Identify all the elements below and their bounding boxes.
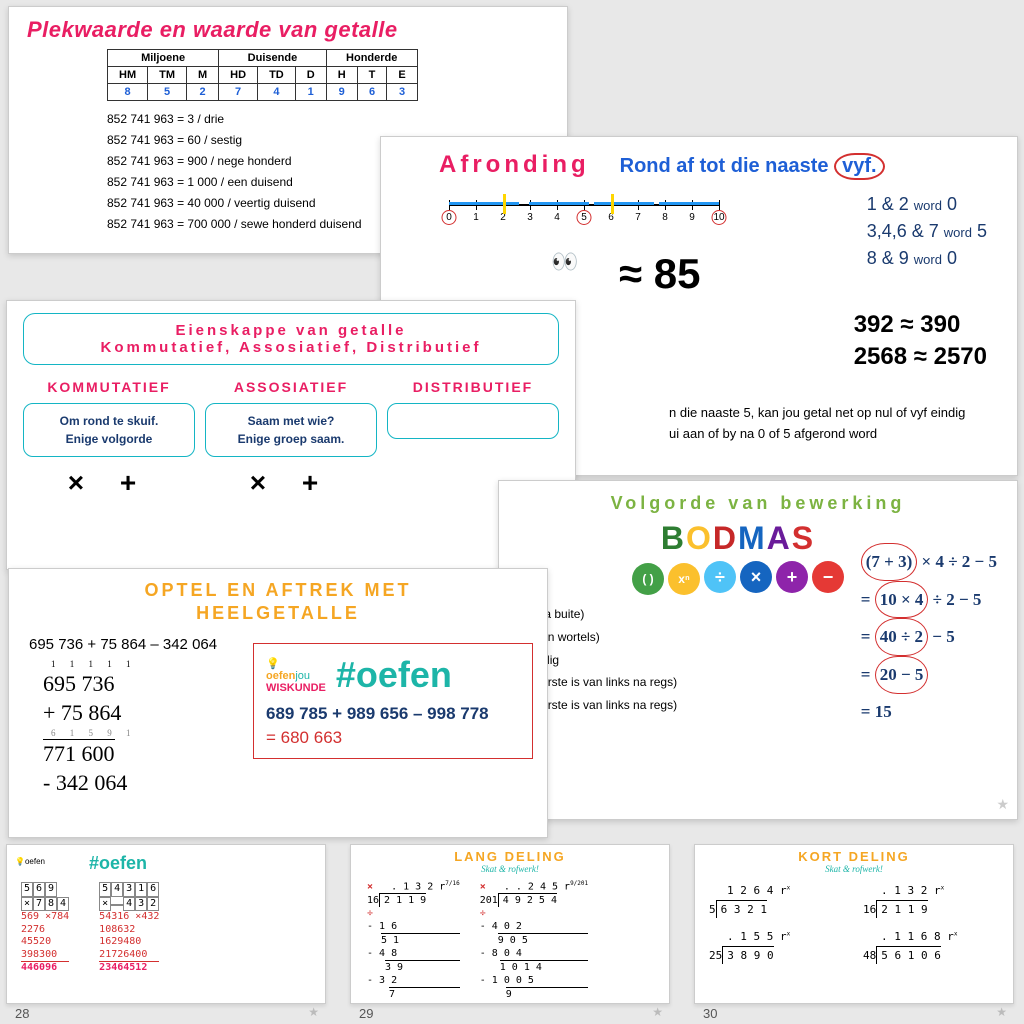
multiplication-work: 569 ×784 569 ×784 2276 45520 398300 4460…	[7, 878, 325, 979]
slide-optel-aftrek: OPTEL EN AFTREK METHEELGETALLE 695 736 +…	[8, 568, 548, 838]
page-number: 30	[703, 1006, 717, 1021]
place-value-table: MiljoeneDuisendeHonderde HMTMMHDTDDHTE 8…	[107, 49, 418, 101]
eyes-icon: 👀	[551, 249, 578, 275]
thumb-multiplication: 💡oefen #oefen 569 ×784 569 ×784 2276 455…	[6, 844, 326, 1004]
title: Volgorde van bewerking	[517, 493, 999, 514]
answer: = 680 663	[266, 728, 520, 748]
title-box: Eienskappe van getalle Kommutatief, Asso…	[23, 313, 559, 365]
star-icon: ★	[996, 796, 1009, 813]
star-icon: ★	[652, 1005, 663, 1019]
subtitle: Rond af tot die naaste vyf.	[620, 153, 885, 180]
thumb-kort-deling: KORT DELING Skat & rofwerk! 1 2 6 4 rx56…	[694, 844, 1014, 1004]
title: Plekwaarde en waarde van getalle	[27, 17, 549, 43]
rounding-rules: 1 & 2 word 03,4,6 & 7 word 58 & 9 word 0	[867, 191, 987, 272]
problem: 689 785 + 989 656 – 998 778	[266, 704, 520, 724]
number-line: 012345678910	[439, 194, 729, 232]
title: Afronding	[439, 151, 590, 179]
short-division-grid: 1 2 6 4 rx56 3 2 1. 1 3 2 rx162 1 1 9. 1…	[695, 874, 1013, 972]
hashtag: #oefen	[336, 654, 452, 696]
hashtag: #oefen	[89, 853, 147, 874]
page-number: 29	[359, 1006, 373, 1021]
title: KORT DELING	[695, 845, 1013, 864]
logo-small: 💡oefen	[15, 857, 45, 866]
subtitle: Skat & rofwerk!	[351, 864, 669, 874]
oefen-box: 💡oefenjouWISKUNDE #oefen 689 785 + 989 6…	[253, 643, 533, 759]
star-icon: ★	[996, 1005, 1007, 1019]
slide-bodmas: Volgorde van bewerking BODMAS ( )xⁿ÷×+− …	[498, 480, 1018, 820]
worked-steps: (7 + 3) × 4 ÷ 2 − 5 = 10 × 4 ÷ 2 − 5 = 4…	[861, 543, 997, 729]
star-icon: ★	[308, 1005, 319, 1019]
long-division-work: × . 1 3 2 r7/16 162 1 1 9 ÷ - 1 6 5 1 - …	[351, 874, 669, 1007]
thumb-lang-deling: LANG DELING Skat & rofwerk! × . 1 3 2 r7…	[350, 844, 670, 1004]
title: OPTEL EN AFTREK METHEELGETALLE	[25, 579, 531, 626]
subtitle: Skat & rofwerk!	[695, 864, 1013, 874]
examples: 392 ≈ 390 2568 ≈ 2570	[854, 309, 987, 374]
logo: 💡oefenjouWISKUNDE	[266, 657, 326, 694]
page-number: 28	[15, 1006, 29, 1021]
footer-text: n die naaste 5, kan jou getal net op nul…	[669, 405, 965, 441]
title: LANG DELING	[351, 845, 669, 864]
